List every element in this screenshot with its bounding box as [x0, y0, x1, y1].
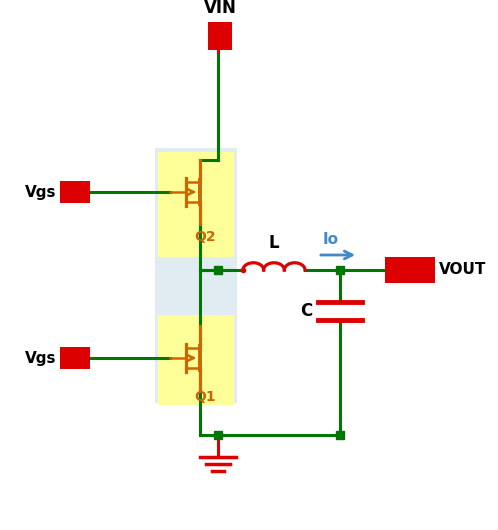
Bar	[208, 22, 232, 50]
Text: VIN: VIN	[204, 0, 237, 17]
Bar	[158, 152, 234, 257]
Bar	[155, 148, 237, 403]
Text: Q2: Q2	[194, 230, 216, 244]
Text: C: C	[300, 302, 312, 320]
Bar	[158, 315, 234, 405]
Text: VOUT: VOUT	[439, 262, 487, 278]
Bar	[60, 347, 90, 369]
Text: L: L	[269, 234, 279, 252]
Bar	[385, 257, 435, 283]
Bar	[60, 181, 90, 203]
Text: Vgs: Vgs	[24, 184, 56, 199]
Text: Q1: Q1	[194, 390, 216, 404]
Text: Io: Io	[323, 232, 339, 247]
Text: Vgs: Vgs	[24, 350, 56, 366]
